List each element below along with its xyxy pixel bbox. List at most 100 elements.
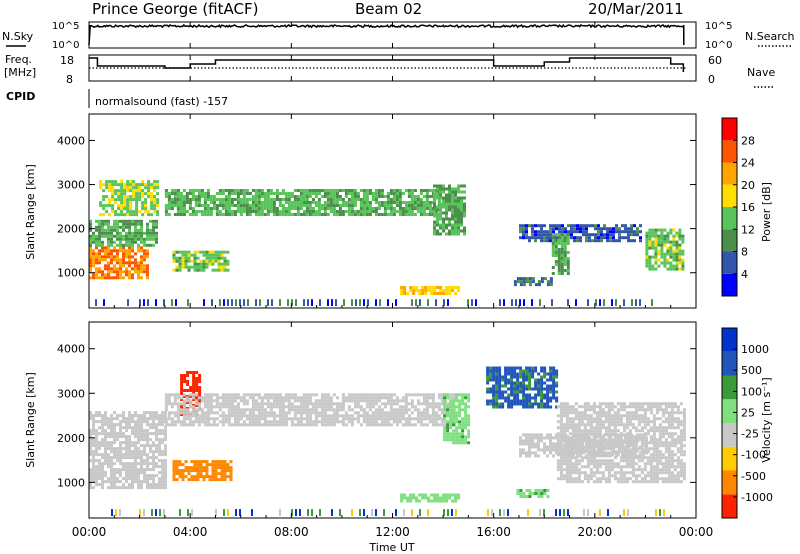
data-cell — [164, 210, 168, 213]
data-cell — [254, 213, 258, 216]
data-cell — [89, 447, 92, 451]
data-cell — [407, 201, 411, 204]
data-cell — [540, 369, 544, 373]
data-cell — [134, 228, 137, 232]
data-cell — [153, 198, 157, 202]
data-cell — [344, 204, 348, 207]
data-cell — [110, 258, 113, 262]
data-cell — [199, 475, 203, 479]
data-cell — [290, 192, 294, 195]
data-cell — [433, 493, 437, 497]
data-cell — [464, 435, 468, 439]
data-cell — [652, 423, 656, 427]
data-cell — [640, 459, 644, 463]
data-cell — [287, 411, 291, 415]
data-cell — [233, 213, 237, 216]
data-cell — [416, 195, 420, 198]
data-cell — [98, 420, 101, 424]
data-cell — [492, 387, 496, 391]
data-cell — [622, 450, 626, 454]
data-cell — [452, 411, 456, 415]
data-cell — [117, 207, 121, 211]
data-cell — [416, 207, 420, 210]
data-cell — [236, 210, 240, 213]
data-cell — [583, 411, 587, 415]
data-cell — [202, 475, 206, 479]
data-cell — [419, 402, 423, 406]
data-cell — [125, 480, 128, 484]
data-cell — [622, 408, 626, 412]
data-cell — [329, 192, 333, 195]
data-cell — [537, 495, 541, 498]
data-cell — [389, 417, 393, 421]
data-cell — [413, 195, 417, 198]
data-cell — [329, 207, 333, 210]
data-cell — [592, 456, 596, 460]
data-cell — [377, 414, 381, 418]
data-cell — [188, 414, 192, 418]
data-cell — [111, 192, 115, 196]
data-cell — [586, 474, 590, 478]
data-cell — [172, 460, 176, 464]
data-cell — [439, 193, 442, 197]
data-cell — [619, 471, 623, 475]
data-cell — [89, 243, 92, 247]
data-cell — [211, 262, 215, 266]
data-cell — [577, 477, 581, 481]
data-cell — [554, 242, 558, 245]
data-cell — [433, 193, 436, 197]
data-cell — [350, 417, 354, 421]
data-cell — [260, 396, 264, 400]
data-cell — [299, 402, 303, 406]
data-cell — [454, 217, 457, 221]
data-cell — [631, 435, 635, 439]
data-cell — [433, 190, 436, 194]
velocity-data — [89, 366, 686, 516]
data-cell — [648, 261, 652, 265]
data-cell — [185, 195, 189, 198]
data-cell — [172, 259, 176, 263]
data-cell — [110, 255, 113, 259]
data-cell — [134, 420, 137, 424]
data-cell — [371, 423, 375, 427]
data-cell — [525, 436, 528, 440]
data-cell — [610, 402, 614, 406]
data-cell — [580, 450, 584, 454]
data-cell — [627, 230, 630, 234]
data-cell — [134, 471, 137, 475]
data-cell — [537, 402, 541, 406]
data-cell — [567, 448, 570, 452]
data-cell — [119, 414, 122, 418]
data-cell — [557, 239, 561, 242]
data-cell — [251, 189, 255, 192]
clutter-cell — [271, 299, 273, 306]
data-cell — [534, 445, 537, 449]
data-cell — [281, 204, 285, 207]
data-cell — [176, 393, 180, 397]
data-cell — [299, 213, 303, 216]
data-cell — [344, 423, 348, 427]
data-cell — [200, 417, 204, 421]
data-cell — [236, 408, 240, 412]
data-cell — [448, 286, 452, 289]
data-cell — [455, 429, 459, 433]
clutter-cell — [363, 299, 365, 306]
data-cell — [119, 429, 122, 433]
data-cell — [146, 444, 149, 448]
data-cell — [374, 417, 378, 421]
data-cell — [205, 472, 209, 476]
data-cell — [110, 231, 113, 235]
data-cell — [110, 480, 113, 484]
data-cell — [389, 189, 393, 192]
data-cell — [634, 462, 638, 466]
data-cell — [150, 192, 154, 196]
data-cell — [98, 222, 101, 226]
data-cell — [158, 417, 161, 421]
data-cell — [190, 475, 194, 479]
data-cell — [128, 249, 131, 253]
data-cell — [573, 224, 576, 228]
data-cell — [175, 460, 179, 464]
data-cell — [215, 198, 219, 201]
data-cell — [116, 435, 119, 439]
clutter-cell — [307, 299, 309, 306]
